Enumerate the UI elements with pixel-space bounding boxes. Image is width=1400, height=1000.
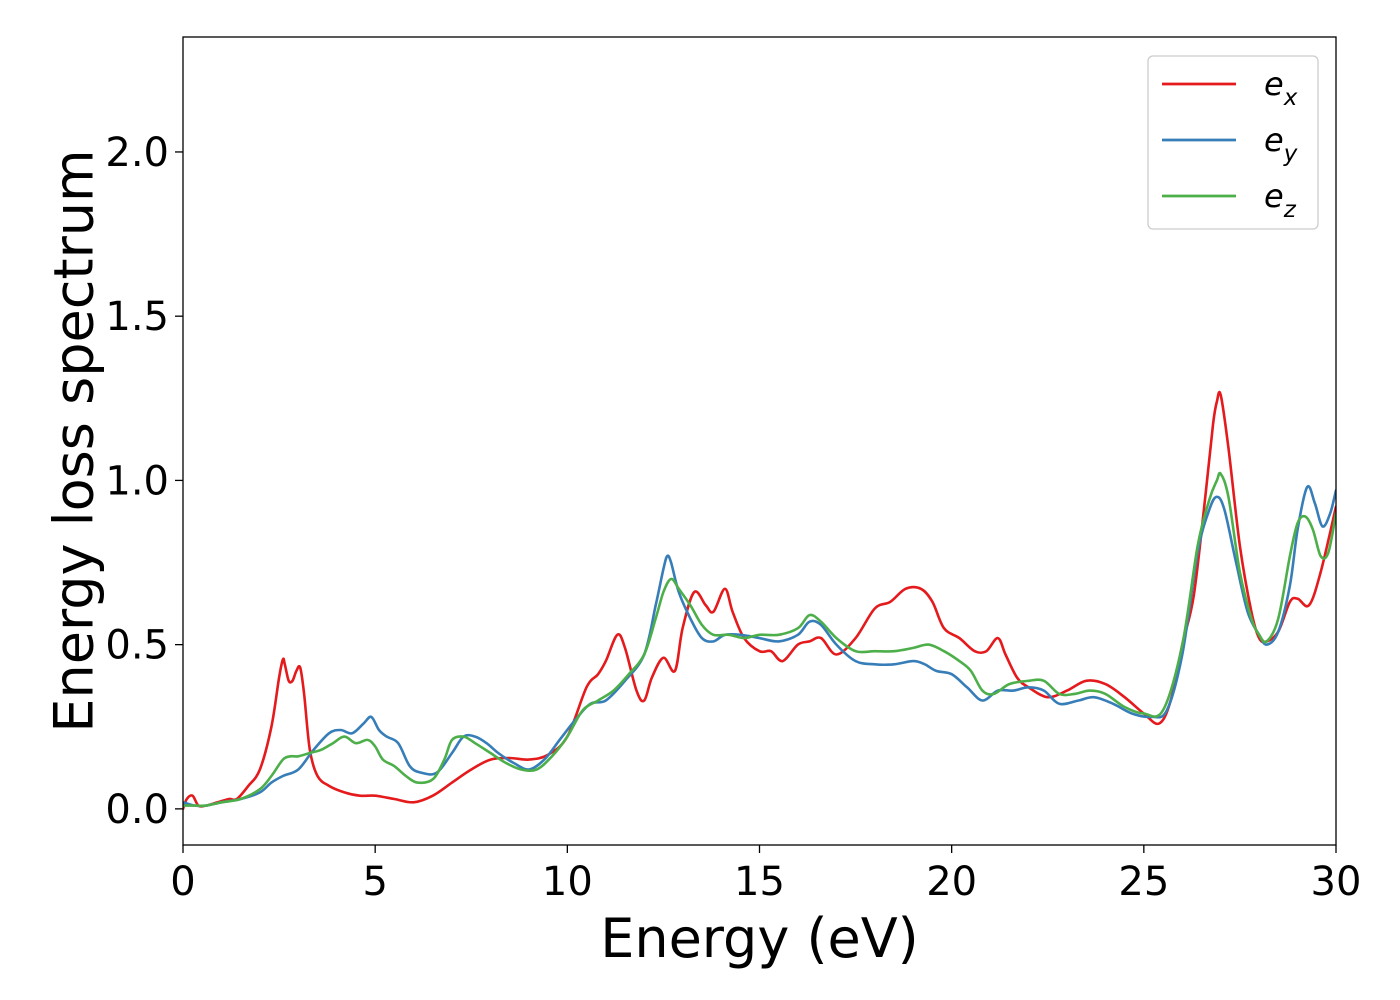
y-tick-label: 0.0 [105,787,169,833]
y-axis-label: Energy loss spectrum [43,149,106,732]
y-tick-label: 0.5 [105,623,169,669]
legend-box [1147,55,1319,230]
series-line-ez [183,471,1336,808]
legend-label-subscript: x [1283,85,1298,111]
legend-label-ey: ey [1264,121,1298,167]
y-tick-label: 1.5 [105,294,169,340]
plot-series [183,390,1336,811]
x-axis-ticks: 0 5 10 15 20 25 30 [170,845,1361,905]
legend-label-subscript: z [1283,197,1297,223]
x-tick-label: 0 [170,859,195,905]
legend-label-base: e [1264,121,1284,159]
legend-label-ez: ez [1264,177,1297,223]
x-tick-label: 15 [734,859,785,905]
x-axis-label: Energy (eV) [600,907,919,970]
y-tick-label: 2.0 [105,130,169,176]
x-tick-label: 30 [1311,859,1362,905]
x-tick-label: 5 [362,859,387,905]
legend-label-ex: ex [1264,65,1298,111]
x-tick-label: 10 [542,859,593,905]
series-line-ey [183,484,1336,808]
y-axis-ticks: 0.0 0.5 1.0 1.5 2.0 [105,130,183,833]
legend-label-subscript: y [1283,141,1298,167]
legend-label-base: e [1264,65,1284,103]
x-tick-label: 20 [926,859,977,905]
x-tick-label: 25 [1118,859,1169,905]
y-tick-label: 1.0 [105,458,169,504]
legend-label-base: e [1264,177,1284,215]
